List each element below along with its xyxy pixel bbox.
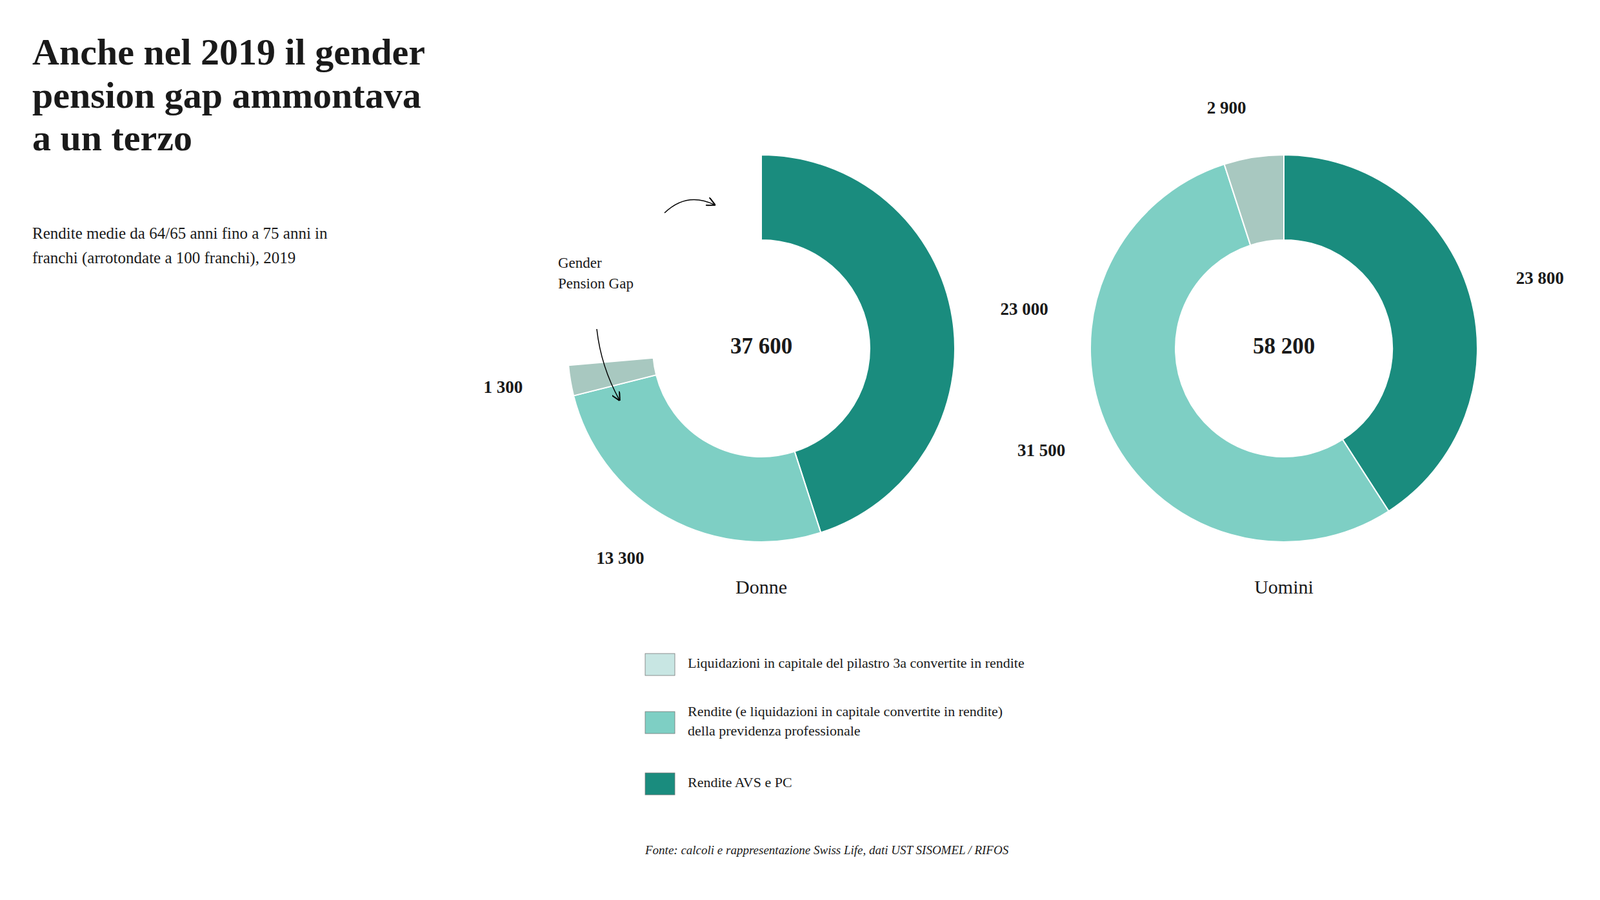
slices [1090, 154, 1478, 542]
text-line: Pension Gap [558, 275, 634, 292]
annotation-arrow [596, 329, 620, 400]
slices [568, 154, 955, 542]
slice [1224, 154, 1284, 246]
chart-title: Donne [735, 576, 788, 598]
text-line: Rendite medie da 64/65 anni fino a 75 an… [32, 224, 328, 242]
source: Fonte: calcoli e rappresentazione Swiss … [644, 843, 1010, 857]
text-line: a un terzo [32, 116, 193, 159]
slice [1090, 164, 1389, 542]
center-label: 37 600 [730, 333, 793, 359]
text-line: della previdenza professionale [687, 722, 861, 739]
legend-swatch [645, 711, 675, 734]
text-line: Liquidazioni in capitale del pilastro 3a… [687, 654, 1025, 671]
text-line: pension gap ammontava [32, 74, 422, 117]
legend-label: Rendite (e liquidazioni in capitale conv… [687, 703, 1003, 739]
annotation-arrow [664, 199, 715, 213]
text-line: Anche nel 2019 il gender [32, 30, 426, 73]
background [0, 0, 1600, 900]
legend-label: Rendite AVS e PC [687, 774, 793, 791]
legend-label: Liquidazioni in capitale del pilastro 3a… [687, 654, 1025, 671]
data-label: 23 000 [1000, 299, 1048, 319]
title: Anche nel 2019 il genderpension gap ammo… [32, 30, 426, 159]
text-line: Rendite AVS e PC [687, 774, 793, 791]
chart: Anche nel 2019 il genderpension gap ammo… [0, 0, 1600, 900]
chart-title: Uomini [1254, 576, 1314, 598]
data-label: 13 300 [596, 548, 644, 568]
data-label: 1 300 [483, 377, 523, 397]
legend-swatch [645, 653, 675, 676]
text-line: franchi (arrotondate a 100 franchi), 201… [32, 249, 296, 268]
data-label: 23 800 [1516, 268, 1564, 288]
legend-swatch [645, 772, 675, 795]
slice [568, 358, 657, 397]
slice [573, 374, 821, 542]
data-label: 31 500 [1017, 440, 1066, 460]
legend: Liquidazioni in capitale del pilastro 3a… [645, 653, 1025, 795]
text-line: Gender [558, 254, 602, 271]
data-label: 2 900 [1207, 98, 1247, 118]
subtitle: Rendite medie da 64/65 anni fino a 75 an… [32, 224, 328, 268]
donut: 23 800 31 500 2 900 58 200 Uomini [1017, 98, 1564, 598]
annotation: Gender Pension Gap [558, 254, 634, 292]
donut: 23 000 13 300 1 300 37 600 Donne Gender Pensio… [483, 154, 1048, 598]
text-line: Rendite (e liquidazioni in capitale conv… [687, 703, 1003, 720]
center-label: 58 200 [1252, 333, 1315, 359]
